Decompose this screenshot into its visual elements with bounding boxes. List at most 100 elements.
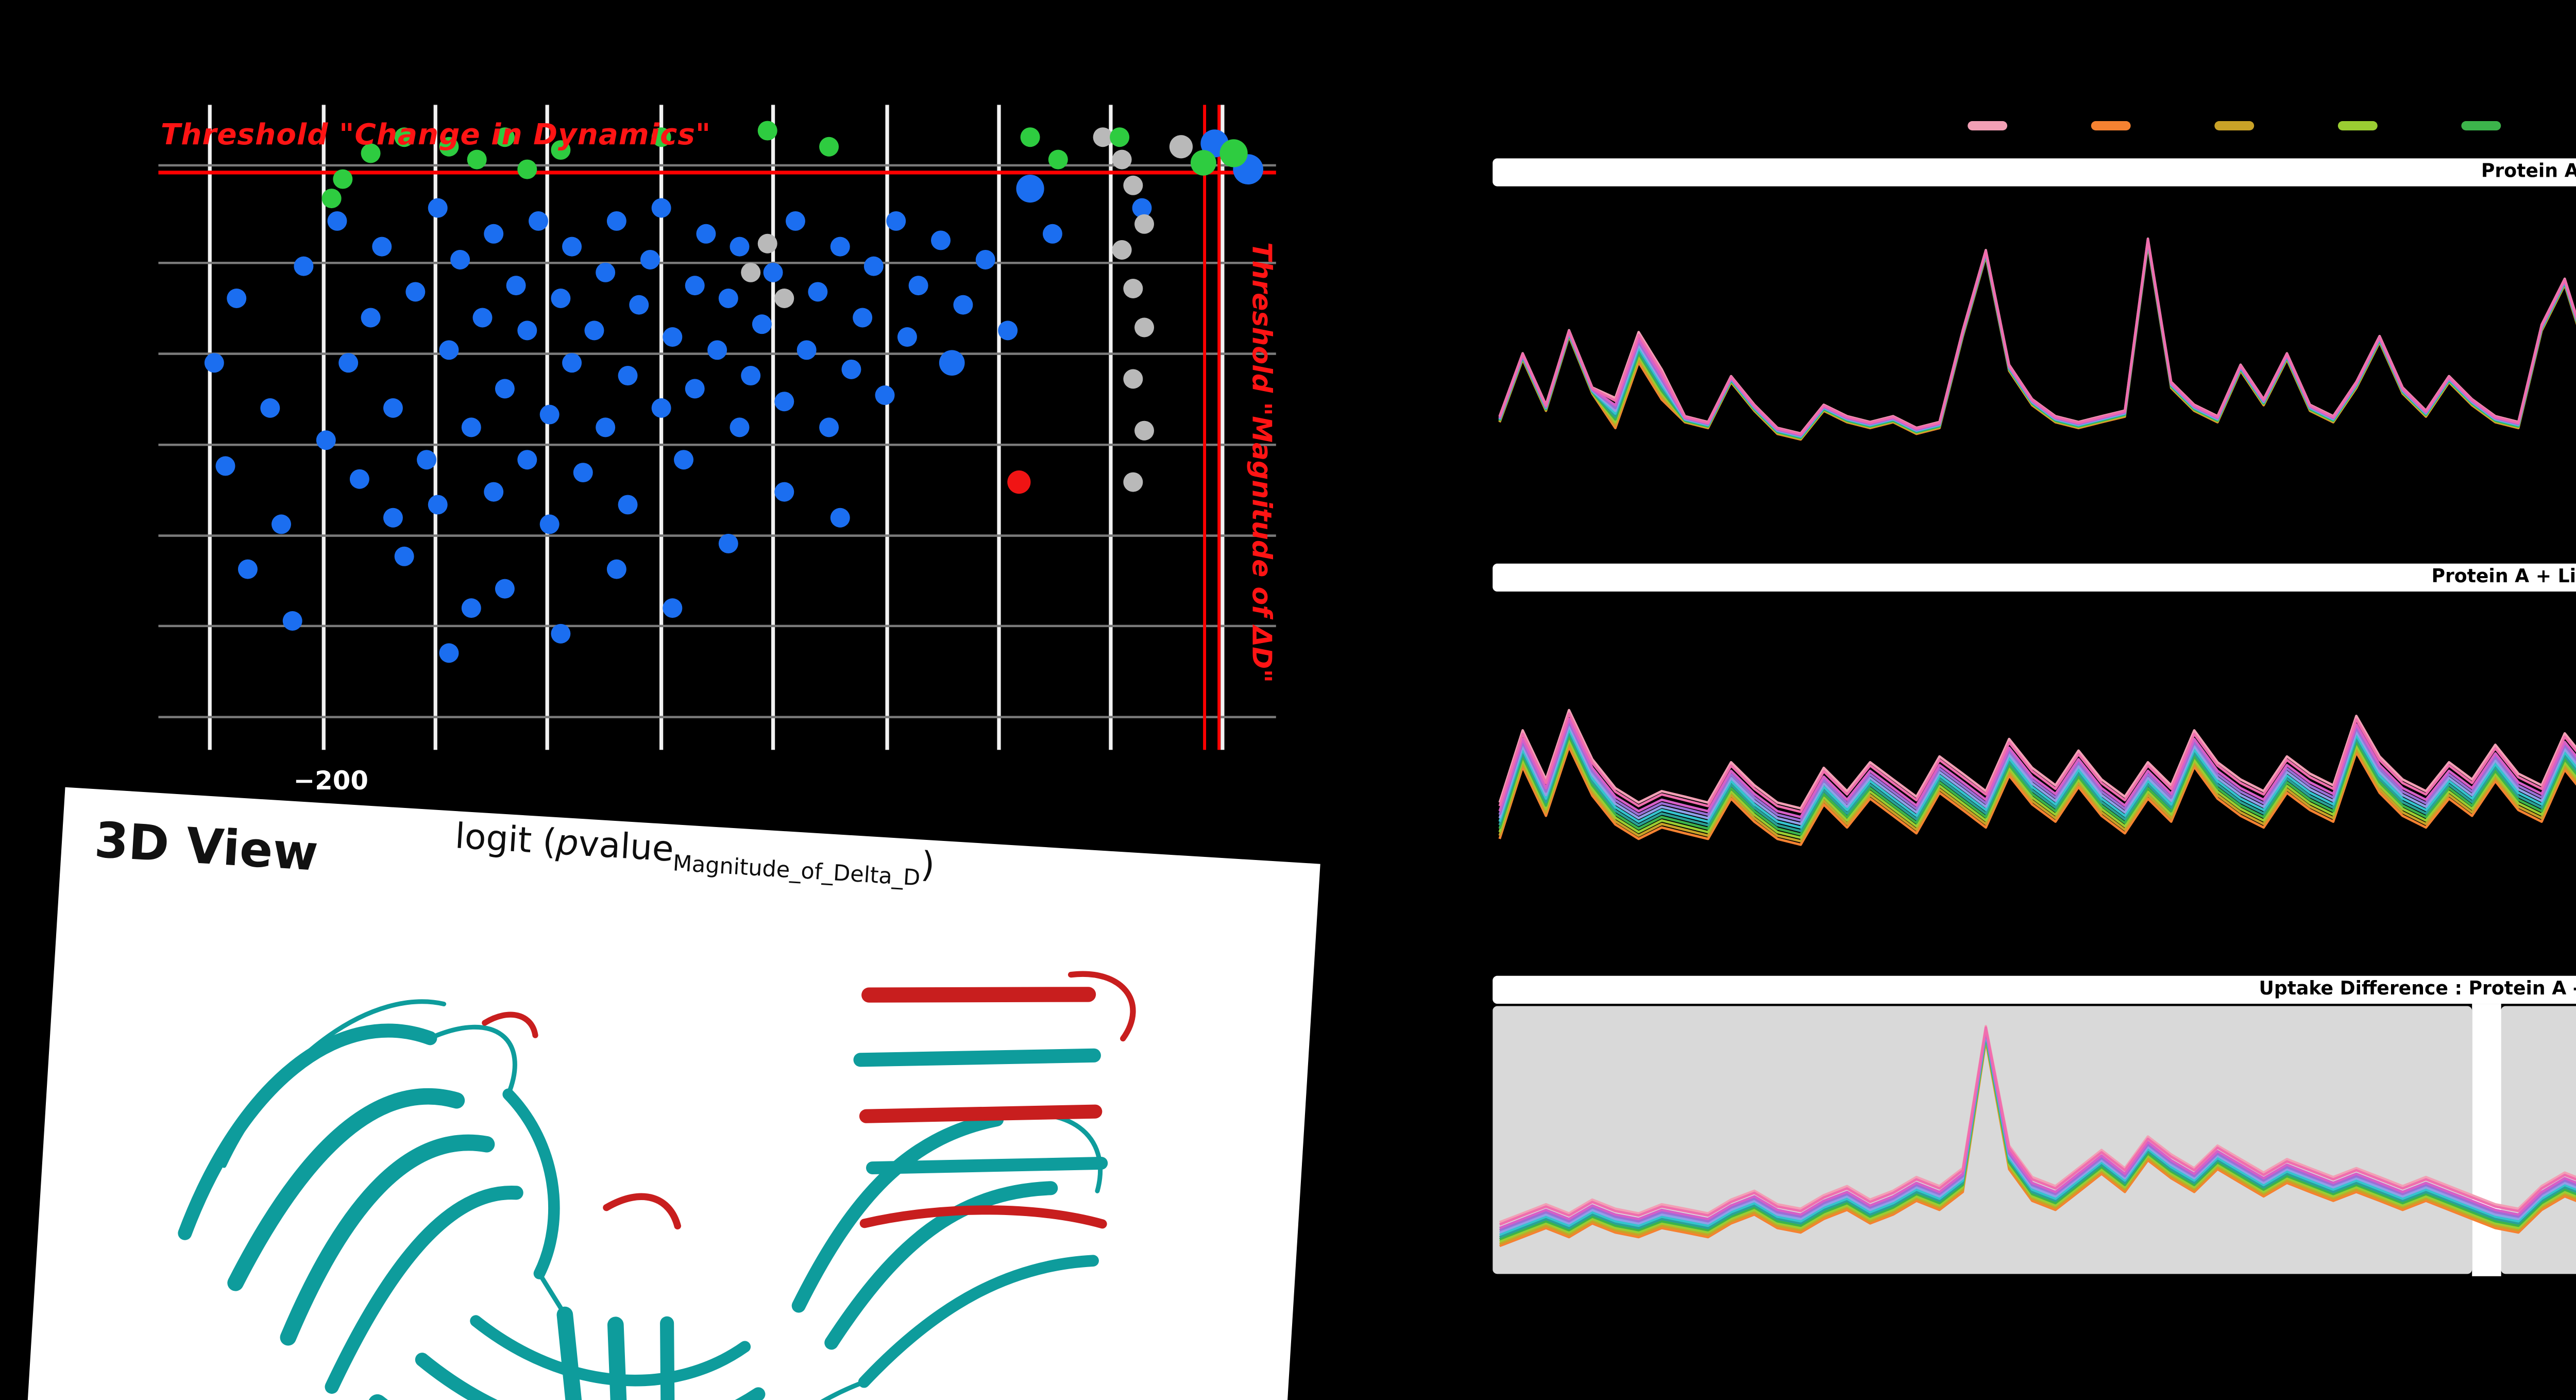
scatter-point-green[interactable] <box>333 169 353 189</box>
scatter-point-blue[interactable] <box>551 289 571 308</box>
scatter-point-blue[interactable] <box>238 559 258 579</box>
scatter-point-blue[interactable] <box>752 314 772 334</box>
scatter-point-blue[interactable] <box>618 495 638 515</box>
scatter-point-blue[interactable] <box>606 211 626 231</box>
scatter-point-blue[interactable] <box>886 211 906 231</box>
scatter-point-blue[interactable] <box>975 249 995 269</box>
scatter-point-blue[interactable] <box>808 282 828 302</box>
uptake-series-line[interactable] <box>1499 1036 2576 1247</box>
legend-series-dash[interactable] <box>2214 121 2255 129</box>
scatter-point-blue[interactable] <box>495 579 515 599</box>
scatter-point-blue[interactable] <box>897 327 917 347</box>
uptake-series-line[interactable] <box>1498 243 2576 483</box>
scatter-point-gray[interactable] <box>1123 472 1143 492</box>
scatter-point-blue[interactable] <box>1042 224 1062 244</box>
scatter-point-blue[interactable] <box>606 559 626 579</box>
scatter-point-blue[interactable] <box>774 392 794 412</box>
uptake-series-line[interactable] <box>1499 1039 2576 1247</box>
scatter-point-blue[interactable] <box>573 463 593 483</box>
uptake-series-line[interactable] <box>1498 619 2576 813</box>
scatter-point-green[interactable] <box>495 127 515 147</box>
scatter-point-green[interactable] <box>467 149 487 170</box>
scatter-point-red[interactable] <box>1007 470 1031 494</box>
uptake-series-line[interactable] <box>1499 1035 2576 1246</box>
scatter-point-blue[interactable] <box>294 256 314 276</box>
scatter-point-blue[interactable] <box>495 379 515 399</box>
uptake-series-line[interactable] <box>1498 231 2576 435</box>
scatter-point-gray[interactable] <box>1112 149 1132 170</box>
uptake-series-line[interactable] <box>1498 619 2576 810</box>
scatter-point-blue[interactable] <box>796 340 817 360</box>
scatter-point-blue[interactable] <box>730 237 750 257</box>
scatter-point-blue[interactable] <box>417 450 437 470</box>
scatter-point-blue[interactable] <box>931 230 951 250</box>
scatter-point-gray[interactable] <box>1134 214 1155 234</box>
scatter-point-blue[interactable] <box>718 289 738 308</box>
scatter-point-blue[interactable] <box>428 495 448 515</box>
uptake-series-line[interactable] <box>1499 1031 2576 1243</box>
scatter-point-green[interactable] <box>1219 139 1248 167</box>
scatter-point-blue[interactable] <box>517 321 537 341</box>
scatter-point-blue[interactable] <box>685 276 705 296</box>
scatter-point-blue[interactable] <box>405 282 426 302</box>
scatter-point-blue[interactable] <box>640 249 660 269</box>
scatter-point-blue[interactable] <box>707 340 727 360</box>
uptake-series-line[interactable] <box>1498 641 2576 833</box>
scatter-point-gray[interactable] <box>1134 317 1155 338</box>
uptake-series-line[interactable] <box>1499 1026 2576 1238</box>
scatter-point-blue[interactable] <box>327 211 347 231</box>
uptake-series-line[interactable] <box>1498 619 2576 818</box>
scatter-point-blue[interactable] <box>260 398 280 418</box>
scatter-point-green[interactable] <box>439 137 459 157</box>
scatter-point-blue[interactable] <box>215 456 235 476</box>
scatter-point-gray[interactable] <box>1123 279 1143 298</box>
scatter-point-blue[interactable] <box>439 643 459 663</box>
scatter-point-green[interactable] <box>819 137 839 157</box>
scatter-point-blue[interactable] <box>651 198 671 218</box>
scatter-point-blue[interactable] <box>908 276 928 296</box>
scatter-point-blue[interactable] <box>428 198 448 218</box>
scatter-point-blue[interactable] <box>227 289 247 308</box>
scatter-point-blue[interactable] <box>819 417 839 437</box>
uptake-series-line[interactable] <box>1498 655 2576 839</box>
scatter-point-blue[interactable] <box>506 276 526 296</box>
scatter-point-blue[interactable] <box>663 598 683 618</box>
scatter-point-blue[interactable] <box>372 237 392 257</box>
scatter-point-gray[interactable] <box>757 233 777 254</box>
scatter-point-blue[interactable] <box>272 514 291 534</box>
scatter-point-blue[interactable] <box>596 417 616 437</box>
scatter-point-blue[interactable] <box>383 508 403 528</box>
scatter-point-blue[interactable] <box>461 417 481 437</box>
uptake-chart-difference[interactable] <box>1493 1004 2576 1276</box>
scatter-point-blue[interactable] <box>830 237 850 257</box>
scatter-point-gray[interactable] <box>1093 127 1113 147</box>
scatter-point-green[interactable] <box>651 127 671 147</box>
scatter-point-blue[interactable] <box>539 514 560 534</box>
scatter-point-blue[interactable] <box>953 295 973 315</box>
uptake-series-line[interactable] <box>1499 1028 2576 1240</box>
scatter-point-blue[interactable] <box>282 611 302 631</box>
uptake-series-line[interactable] <box>1498 627 2576 825</box>
scatter-point-blue[interactable] <box>774 482 794 502</box>
scatter-point-blue[interactable] <box>685 379 705 399</box>
uptake-series-line[interactable] <box>1498 669 2576 846</box>
scatter-point-blue[interactable] <box>383 398 403 418</box>
scatter-point-blue[interactable] <box>651 398 671 418</box>
scatter-point-blue[interactable] <box>484 224 504 244</box>
scatter-point-blue[interactable] <box>484 482 504 502</box>
legend-series-dash[interactable] <box>2461 121 2501 129</box>
scatter-point-blue[interactable] <box>394 546 414 566</box>
scatter-point-blue[interactable] <box>841 359 861 379</box>
scatter-point-blue[interactable] <box>316 430 336 450</box>
scatter-point-blue[interactable] <box>998 321 1018 341</box>
scatter-point-gray[interactable] <box>1112 240 1132 260</box>
scatter-point-gray[interactable] <box>774 289 794 308</box>
uptake-series-line[interactable] <box>1498 662 2576 842</box>
uptake-series-line[interactable] <box>1498 242 2576 471</box>
scatter-point-green[interactable] <box>1190 150 1216 176</box>
structure-3d-view-panel[interactable]: 3D View <box>22 787 1320 1400</box>
uptake-series-line[interactable] <box>1498 242 2576 459</box>
uptake-series-line[interactable] <box>1498 634 2576 829</box>
scatter-point-blue[interactable] <box>785 211 805 231</box>
scatter-point-blue[interactable] <box>741 366 761 386</box>
